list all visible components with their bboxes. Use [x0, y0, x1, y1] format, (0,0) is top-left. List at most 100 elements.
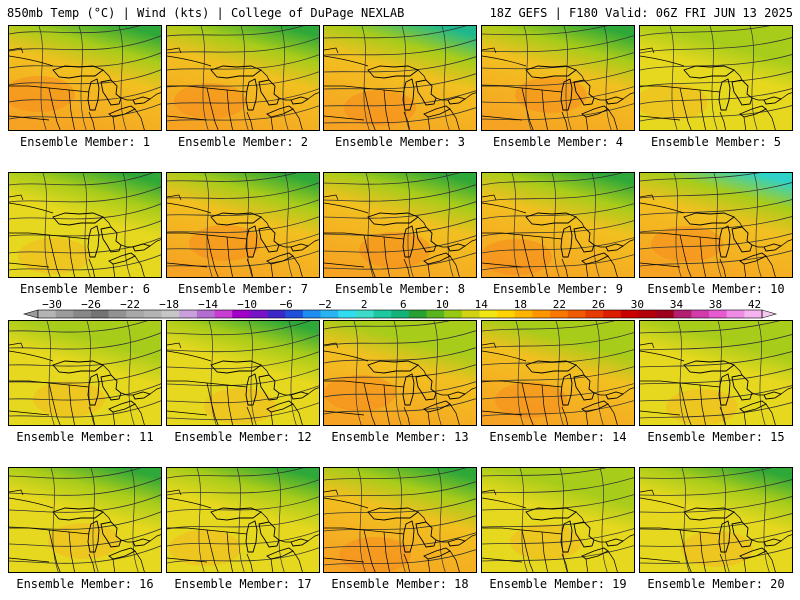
colorbar-tick-label: 2 [361, 300, 368, 311]
height-contour [46, 321, 55, 425]
political-border [324, 342, 339, 349]
height-contour [761, 468, 770, 572]
height-contour [433, 321, 442, 425]
political-border [699, 89, 706, 130]
height-contour [640, 233, 792, 250]
colorbar-tick-label: 18 [514, 300, 527, 311]
political-border [593, 539, 606, 543]
ensemble-member-map [323, 320, 477, 426]
political-border [68, 384, 75, 425]
political-border [134, 108, 145, 130]
political-border [292, 255, 303, 277]
member-label: Ensemble Member: 2 [177, 135, 309, 149]
political-border [324, 350, 369, 362]
great-lake-outline [683, 507, 735, 521]
colorbar-swatch [461, 310, 480, 318]
political-border [324, 489, 339, 496]
height-contour [353, 321, 362, 425]
political-border [607, 108, 618, 130]
political-border [561, 258, 568, 277]
height-contour [324, 498, 476, 515]
height-contour [563, 26, 572, 130]
height-contour [324, 56, 476, 73]
political-border [765, 403, 776, 425]
member-label: Ensemble Member: 15 [647, 430, 785, 444]
political-border [743, 558, 747, 572]
colorbar-swatch [620, 310, 639, 318]
colorbar-swatch [355, 310, 374, 318]
political-border [88, 258, 95, 277]
colorbar-tick-label: 14 [475, 300, 489, 311]
political-border [307, 534, 319, 542]
height-contour [167, 530, 319, 547]
great-lake-outline [581, 547, 609, 560]
political-border [427, 411, 431, 425]
political-border [521, 234, 534, 277]
political-border [482, 262, 523, 268]
great-lake-outline [402, 78, 415, 111]
warm-core [495, 382, 567, 418]
height-contour [482, 186, 634, 203]
political-border [427, 116, 431, 130]
height-contour [482, 528, 634, 545]
height-contour [9, 511, 161, 530]
political-border [48, 382, 61, 425]
great-lake-outline [210, 212, 262, 226]
political-border [270, 116, 274, 130]
warm-core [681, 531, 753, 567]
height-contour [482, 86, 634, 104]
height-contour [551, 173, 560, 277]
height-contour [167, 233, 319, 250]
colorbar-swatch [585, 310, 604, 318]
political-border [9, 262, 50, 268]
political-border [167, 47, 182, 54]
great-lake-outline [87, 373, 100, 406]
political-border [278, 392, 291, 396]
political-border [9, 115, 50, 121]
great-lake-outline [763, 538, 783, 547]
political-border [640, 47, 655, 54]
height-contour [324, 468, 467, 481]
political-border [88, 553, 95, 572]
great-lake-outline [573, 79, 595, 106]
political-border [206, 234, 219, 277]
great-lake-outline [415, 226, 437, 253]
height-contour [595, 321, 604, 425]
political-border [149, 92, 161, 100]
political-border [226, 89, 233, 130]
height-contour [82, 173, 91, 277]
height-contour [324, 201, 476, 219]
political-border [324, 202, 369, 214]
height-contour [208, 321, 217, 425]
political-border [765, 550, 776, 572]
great-lake-outline [132, 538, 152, 547]
height-contour [130, 468, 139, 572]
great-lake-outline [739, 252, 767, 265]
great-lake-outline [367, 65, 419, 79]
great-lake-outline [581, 400, 609, 413]
height-contour [167, 479, 319, 496]
colorbar-swatch [55, 310, 74, 318]
height-contour [9, 321, 148, 333]
political-border [435, 539, 448, 543]
ensemble-member-map [323, 172, 477, 278]
political-border [167, 115, 208, 121]
height-contour [9, 468, 142, 479]
colorbar-swatch [550, 310, 569, 318]
great-lake-outline [266, 400, 294, 413]
height-contour [324, 39, 476, 56]
height-contour [324, 252, 476, 270]
height-contour [324, 218, 476, 236]
political-border [585, 411, 589, 425]
height-contour [9, 400, 161, 418]
great-lake-outline [423, 252, 451, 265]
colorbar-swatch [161, 310, 180, 318]
height-contour [167, 321, 311, 336]
political-border [9, 410, 50, 416]
political-border [482, 410, 523, 416]
political-border [622, 534, 634, 542]
political-border [751, 97, 764, 101]
great-lake-outline [415, 521, 437, 548]
political-border [292, 550, 303, 572]
great-lake-outline [718, 225, 731, 258]
